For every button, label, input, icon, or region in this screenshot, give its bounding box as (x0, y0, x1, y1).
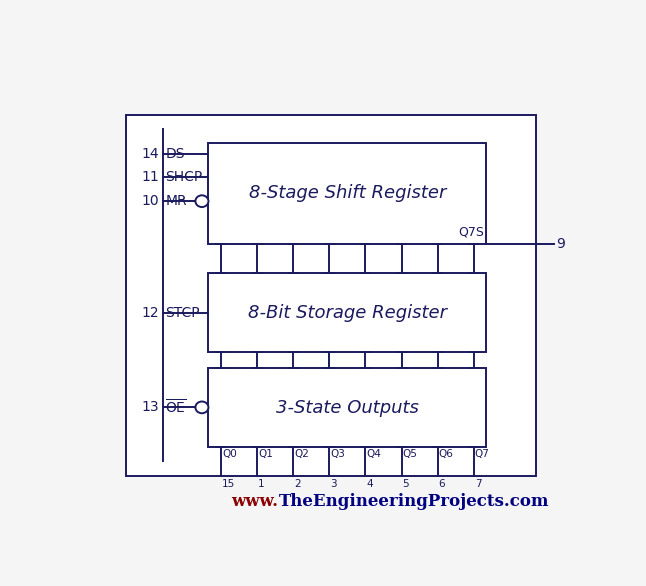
FancyBboxPatch shape (209, 273, 486, 352)
Text: 15: 15 (222, 479, 235, 489)
Text: 5: 5 (402, 479, 409, 489)
Text: Q6: Q6 (439, 449, 453, 459)
Circle shape (195, 195, 209, 207)
Text: 7: 7 (475, 479, 481, 489)
Text: Q4: Q4 (366, 449, 381, 459)
Text: TheEngineeringProjects.com: TheEngineeringProjects.com (278, 493, 549, 510)
Text: Q7: Q7 (475, 449, 490, 459)
Text: 4: 4 (366, 479, 373, 489)
Text: 9: 9 (556, 237, 565, 251)
Text: 3: 3 (330, 479, 337, 489)
Circle shape (195, 401, 209, 413)
Text: Q3: Q3 (330, 449, 345, 459)
Text: 12: 12 (141, 306, 160, 319)
Text: Q7S: Q7S (458, 226, 484, 239)
FancyBboxPatch shape (126, 115, 536, 476)
Text: 8-Bit Storage Register: 8-Bit Storage Register (248, 304, 447, 322)
Text: Q5: Q5 (402, 449, 417, 459)
Text: Q0: Q0 (222, 449, 236, 459)
Text: $\overline{\rm OE}$: $\overline{\rm OE}$ (165, 398, 187, 417)
Text: SHCP: SHCP (165, 171, 203, 184)
Text: MR: MR (165, 194, 187, 208)
Text: Q2: Q2 (294, 449, 309, 459)
FancyBboxPatch shape (209, 142, 486, 244)
Text: 10: 10 (141, 194, 160, 208)
Text: DS: DS (165, 147, 185, 161)
FancyBboxPatch shape (209, 368, 486, 447)
Text: 3-State Outputs: 3-State Outputs (276, 398, 419, 417)
Text: www.: www. (231, 493, 278, 510)
Text: 2: 2 (294, 479, 301, 489)
Text: 6: 6 (439, 479, 445, 489)
Text: 13: 13 (141, 400, 160, 414)
Text: 1: 1 (258, 479, 265, 489)
Text: 14: 14 (141, 147, 160, 161)
Text: STCP: STCP (165, 306, 200, 319)
Text: 11: 11 (141, 171, 160, 184)
Text: Q1: Q1 (258, 449, 273, 459)
Text: 8-Stage Shift Register: 8-Stage Shift Register (249, 184, 446, 202)
